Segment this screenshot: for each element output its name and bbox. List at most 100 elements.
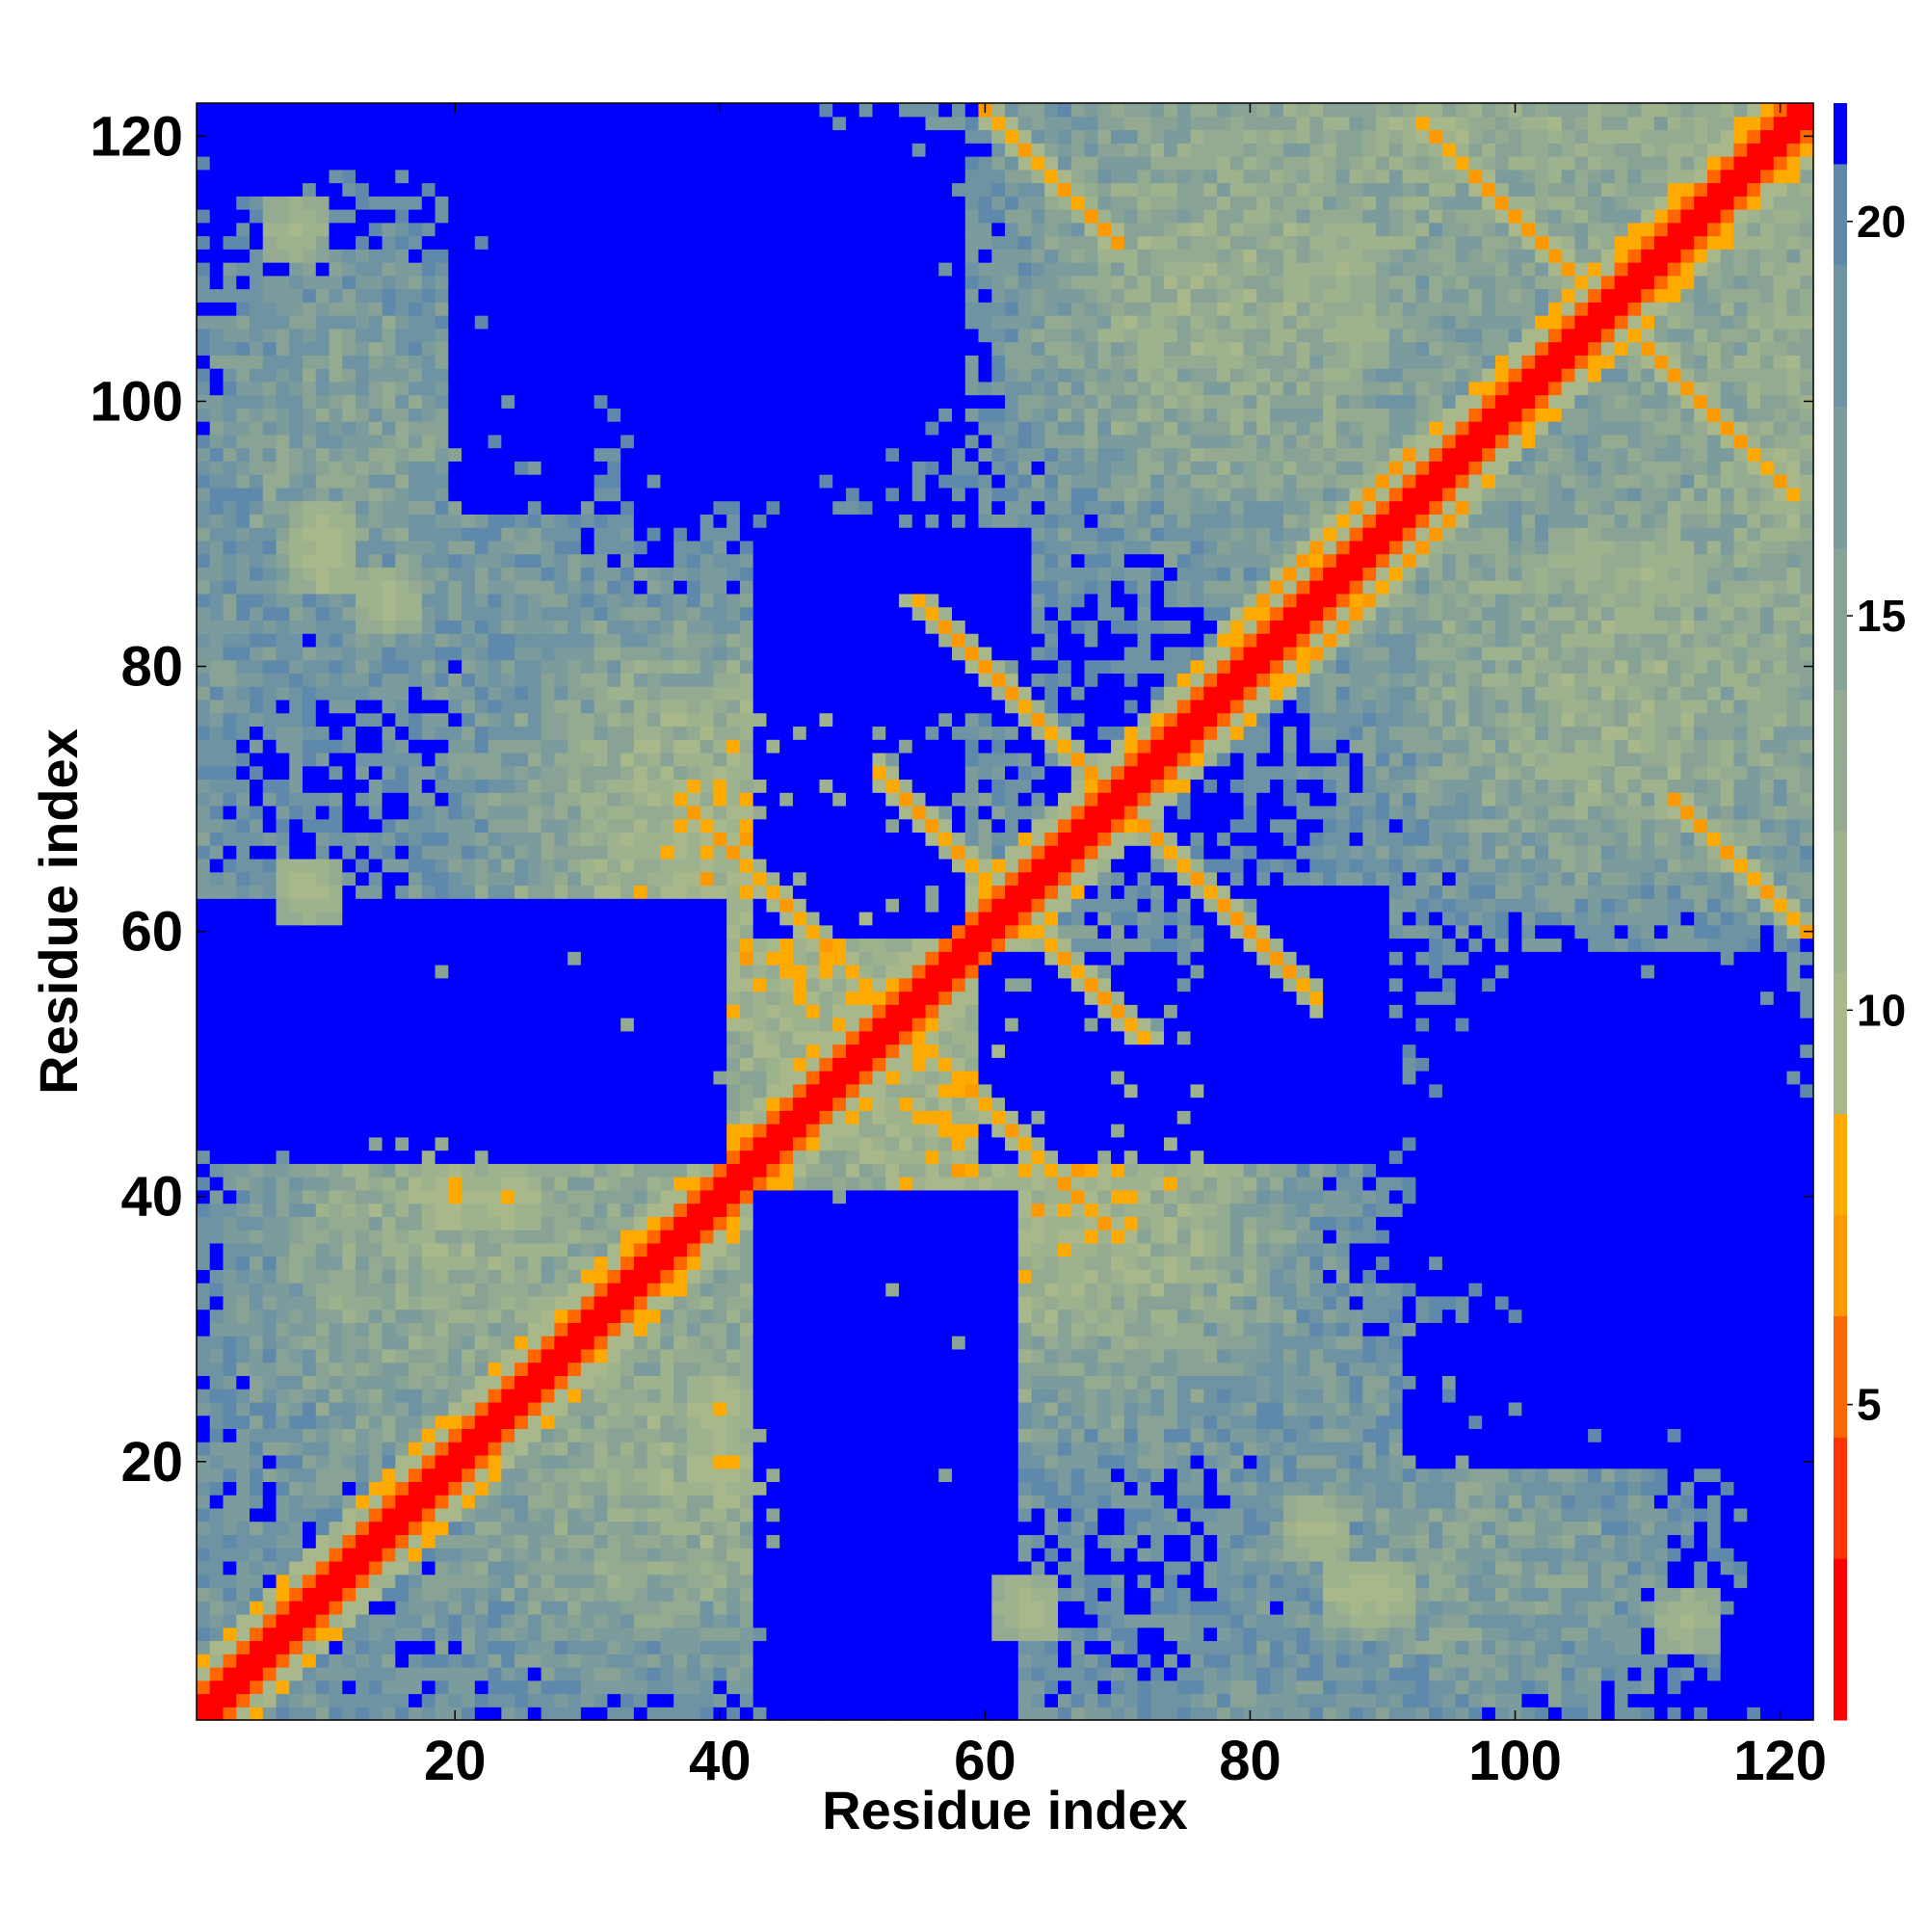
heatmap-cell: [673, 394, 688, 409]
heatmap-cell: [647, 712, 661, 728]
heatmap-cell: [409, 1295, 423, 1310]
heatmap-cell: [421, 328, 436, 343]
heatmap-cell: [276, 593, 290, 608]
heatmap-cell: [395, 1150, 409, 1164]
heatmap-cell: [462, 1189, 476, 1204]
heatmap-cell: [527, 805, 542, 820]
heatmap-cell: [236, 182, 251, 197]
heatmap-cell: [236, 1216, 251, 1231]
heatmap-cell: [594, 620, 608, 634]
heatmap-cell: [620, 341, 635, 356]
heatmap-cell: [726, 1256, 741, 1270]
heatmap-cell: [541, 1375, 555, 1389]
heatmap-cell: [250, 1521, 264, 1536]
heatmap-cell: [515, 1216, 529, 1231]
heatmap-cell: [236, 447, 251, 462]
heatmap-cell: [568, 461, 582, 475]
heatmap-cell: [660, 474, 674, 489]
heatmap-cell: [554, 1707, 568, 1721]
heatmap-cell: [713, 1442, 727, 1456]
heatmap-cell: [620, 540, 635, 555]
heatmap-cell: [421, 116, 436, 131]
heatmap-cell: [262, 871, 277, 887]
heatmap-cell: [474, 699, 489, 714]
heatmap-cell: [686, 1415, 701, 1430]
heatmap-cell: [197, 1587, 211, 1601]
heatmap-cell: [315, 1375, 330, 1389]
heatmap-cell: [409, 912, 423, 926]
heatmap-cell: [673, 1548, 688, 1562]
heatmap-cell: [501, 1242, 515, 1257]
heatmap-cell: [488, 302, 502, 316]
heatmap-cell: [633, 1401, 648, 1416]
heatmap-cell: [250, 1613, 264, 1628]
heatmap-cell: [554, 805, 568, 820]
heatmap-cell: [435, 699, 449, 714]
heatmap-cell: [223, 1309, 237, 1323]
heatmap-cell: [568, 712, 582, 728]
heatmap-cell: [435, 1177, 449, 1191]
heatmap-cell: [620, 871, 635, 887]
heatmap-cell: [568, 1083, 582, 1098]
heatmap-cell: [660, 580, 674, 595]
heatmap-cell: [250, 394, 264, 409]
heatmap-cell: [395, 209, 409, 224]
heatmap-cell: [262, 977, 277, 992]
heatmap-cell: [262, 408, 277, 422]
heatmap-cell: [515, 474, 529, 489]
heatmap-cell: [395, 474, 409, 489]
heatmap-cell: [421, 1230, 436, 1244]
heatmap-cell: [554, 620, 568, 634]
heatmap-cell: [580, 235, 595, 250]
heatmap-cell: [223, 1627, 237, 1642]
heatmap-cell: [647, 885, 661, 899]
heatmap-cell: [342, 1004, 356, 1019]
heatmap-cell: [515, 1110, 529, 1125]
heatmap-cell: [329, 474, 343, 489]
heatmap-cell: [382, 1004, 396, 1019]
heatmap-cell: [580, 553, 595, 568]
heatmap-cell: [580, 1415, 595, 1430]
heatmap-cell: [620, 116, 635, 131]
heatmap-cell: [435, 1521, 449, 1536]
heatmap-cell: [488, 1640, 502, 1654]
heatmap-cell: [197, 1627, 211, 1642]
heatmap-cell: [673, 699, 688, 714]
heatmap-cell: [607, 885, 621, 899]
heatmap-cell: [329, 1283, 343, 1297]
heatmap-cell: [276, 699, 290, 714]
heatmap-cell: [647, 1693, 661, 1707]
heatmap-cell: [700, 1415, 715, 1430]
heatmap-cell: [501, 222, 515, 237]
heatmap-cell: [421, 1348, 436, 1363]
heatmap-cell: [435, 540, 449, 555]
heatmap-cell: [409, 699, 423, 714]
heatmap-cell: [580, 1693, 595, 1707]
heatmap-cell: [197, 222, 211, 237]
heatmap-cell: [262, 965, 277, 979]
heatmap-cell: [488, 1521, 502, 1536]
heatmap-cell: [342, 1030, 356, 1045]
heatmap-cell: [568, 633, 582, 648]
heatmap-cell: [554, 1613, 568, 1628]
heatmap-cell: [395, 1613, 409, 1628]
heatmap-cell: [356, 1601, 370, 1615]
heatmap-cell: [329, 394, 343, 409]
heatmap-cell: [594, 1693, 608, 1707]
heatmap-cell: [209, 858, 224, 873]
heatmap-cell: [197, 805, 211, 820]
heatmap-cell: [607, 1004, 621, 1019]
heatmap-cell: [448, 567, 462, 581]
heatmap-cell: [303, 381, 317, 396]
heatmap-cell: [250, 196, 264, 210]
heatmap-cell: [541, 1256, 555, 1270]
heatmap-cell: [250, 1004, 264, 1019]
heatmap-cell: [607, 1044, 621, 1058]
heatmap-cell: [462, 1415, 476, 1430]
heatmap-cell: [421, 633, 436, 648]
heatmap-cell: [382, 1521, 396, 1536]
heatmap-cell: [554, 593, 568, 608]
heatmap-cell: [276, 315, 290, 330]
heatmap-cell: [673, 328, 688, 343]
heatmap-cell: [395, 991, 409, 1005]
